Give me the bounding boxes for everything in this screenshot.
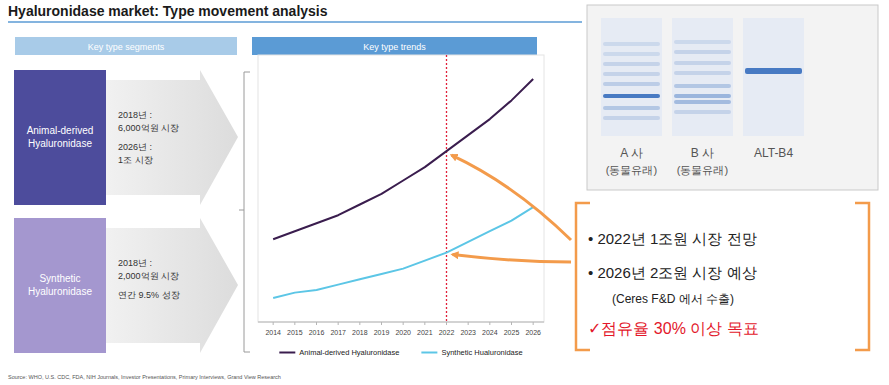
gel-band [603,42,660,46]
callout-item: • 2026년 2조원 시장 예상 [588,264,757,281]
x-tick-label: 2026 [525,329,541,336]
x-tick-label: 2024 [482,329,498,336]
left-header-bar [15,37,237,55]
segment-note: 6,000억원 시장 [118,123,179,133]
gel-lane [672,18,733,136]
gel-band [603,106,660,110]
x-tick-label: 2021 [417,329,433,336]
gel-band [603,72,660,76]
series-line [273,79,533,239]
x-tick-label: 2020 [395,329,411,336]
title: Hyaluronidase market: Type movement anal… [8,3,328,19]
segment-name: Synthetic Hyaluronidase [28,273,92,297]
callout-arrow [453,255,572,262]
plot-frame [258,55,544,322]
page: Hyaluronidase market: Type movement anal… [0,0,889,385]
segment-name-line: Hyaluronidase [28,138,92,149]
gel-band [674,110,731,114]
legend-swatch [279,352,295,354]
callout-note: (Ceres F&D 에서 수출) [612,292,734,306]
segment-box [14,218,106,353]
gel-band [603,82,660,86]
gel-lane-label: ALT-B4 [754,146,793,160]
legend: Animal-derived Hyaluronidase Synthetic Hu… [279,348,522,357]
left-header: Key type segments [88,42,165,52]
source: Source: WHO, U.S. CDC, FDA, NIH Journals… [8,374,281,380]
right-header-bar [252,37,537,55]
segment-note: 2018년 : [118,110,152,120]
gel-band [603,116,660,120]
segment-arrow [100,218,238,353]
gel-band [674,100,731,104]
gel-band [674,71,731,75]
segment-name-line: Synthetic [39,273,80,284]
segment-note: 1조 시장 [118,155,153,165]
x-tick [381,322,382,325]
segment-arrow [100,70,238,205]
gel-band [674,40,731,44]
callout-bracket [855,203,869,350]
gel-band [674,61,731,65]
gel-band [603,94,660,98]
x-tick [294,322,295,325]
x-tick-label: 2023 [460,329,476,336]
segment-note: 2018년 : [118,258,152,268]
gel-band [674,84,731,88]
segment-note: 2026년 : [118,142,152,152]
x-tick [511,322,512,325]
x-tick-label: 2016 [309,329,325,336]
segment-note: 연간 9.5% 성장 [118,290,180,300]
gel-band [674,50,731,54]
x-tick [338,322,339,325]
segment-box [14,70,106,205]
gel-band [674,94,731,98]
segment-note: 2,000억원 시장 [118,271,179,281]
callout-item: • 2022년 1조원 시장 전망 [588,230,757,247]
chart-title: Key type trends [363,42,426,52]
x-tick [424,322,425,325]
gel-lane-label: A 사 [620,146,643,160]
title-rule [8,21,582,23]
x-axis [258,322,544,323]
bracket [239,72,250,352]
series-line [273,207,533,298]
x-tick-label: 2015 [287,329,303,336]
x-tick [359,322,360,325]
gel-lane-label: B 사 [691,146,714,160]
gel-lane [601,18,662,136]
gel-band [603,52,660,56]
gel-band [603,62,660,66]
x-tick-label: 2019 [374,329,390,336]
reference-line [446,55,447,322]
x-tick [403,322,404,325]
x-tick [533,322,534,325]
x-tick [446,322,447,325]
x-tick-label: 2018 [352,329,368,336]
gel-lane-sublabel: (동물유래) [677,164,728,176]
x-tick [489,322,490,325]
gel-panel [587,5,878,190]
segment-name-line: Animal-derived [27,125,94,136]
x-tick [468,322,469,325]
x-tick-label: 2017 [330,329,346,336]
gel-lane-sublabel: (동물유래) [606,164,657,176]
x-tick-label: 2022 [439,329,455,336]
segment-name-line: Hyaluronidase [28,286,92,297]
x-tick [316,322,317,325]
x-tick-label: 2014 [265,329,281,336]
callout-arrow [452,155,572,240]
x-tick [273,322,274,325]
gel-band [745,68,802,74]
segment: Synthetic Hyaluronidase 2018년 : 2,000억원 시장연… [14,218,238,353]
segment-name: Animal-derived Hyaluronidase [27,125,94,149]
segment: Animal-derived Hyaluronidase 2018년 : 6,000억… [14,70,238,205]
gel-lane [743,18,804,136]
legend-label: Synthetic Hualuronidase [441,348,522,357]
x-tick-label: 2025 [504,329,520,336]
legend-swatch [421,352,437,354]
plot-marks [273,55,533,322]
legend-label: Animal-derived Hyaluronidase [299,348,399,357]
callout-goal: ✓점유율 30% 이상 목표 [588,320,759,337]
